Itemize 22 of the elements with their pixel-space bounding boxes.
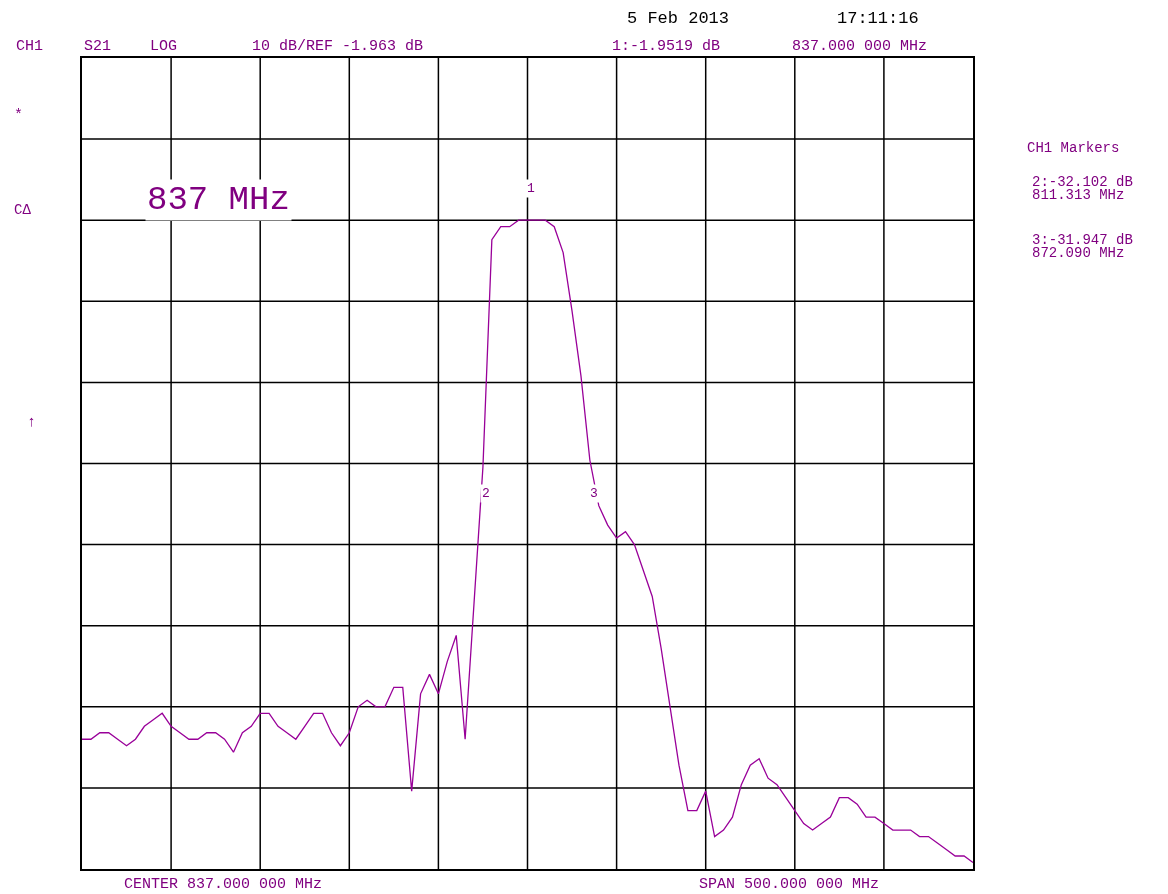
- annotation: 3: [590, 486, 598, 501]
- text: 837 MHz: [147, 181, 290, 219]
- text: 1:-1.9519 dB: [612, 38, 721, 55]
- text: 811.313 MHz: [1032, 187, 1125, 203]
- text: CH1: [16, 38, 44, 55]
- text: 1: [527, 181, 535, 196]
- text: ↑: [27, 414, 37, 431]
- text: S21: [84, 38, 112, 55]
- text: CΔ: [14, 202, 32, 218]
- text: *: [14, 107, 24, 124]
- text: 872.090 MHz: [1032, 245, 1125, 261]
- text: CENTER 837.000 000 MHz: [124, 876, 323, 893]
- text: 2:-32.102 dB: [1032, 174, 1133, 190]
- text: CH1 Markers: [1027, 140, 1120, 156]
- text: 17:11:16: [837, 9, 919, 28]
- text: 3:-31.947 dB: [1032, 232, 1133, 248]
- text: 10 dB/REF -1.963 dB: [252, 38, 424, 55]
- text: 5 Feb 2013: [627, 9, 730, 28]
- text: LOG: [150, 38, 178, 55]
- annotation: 2: [482, 486, 490, 501]
- text: 837.000 000 MHz: [792, 38, 928, 55]
- text: SPAN 500.000 000 MHz: [699, 876, 880, 893]
